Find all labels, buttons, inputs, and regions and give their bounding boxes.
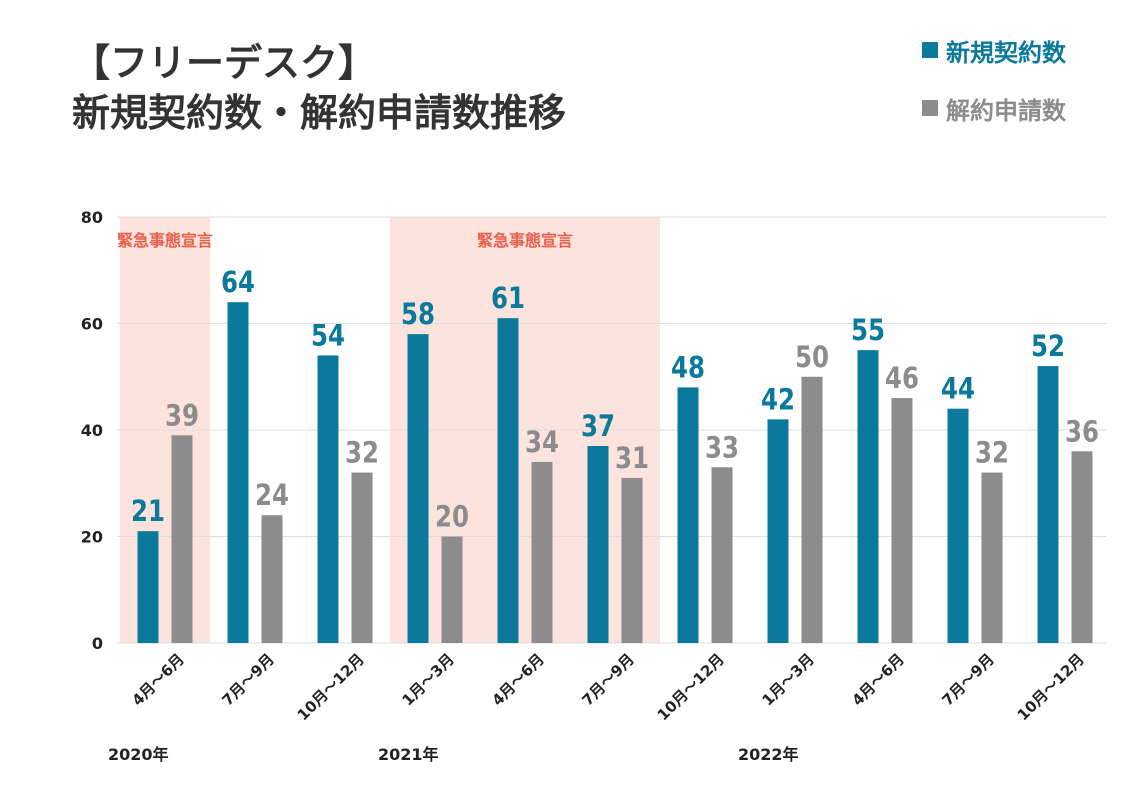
x-tick-label-7: 1月～3月 xyxy=(759,650,818,709)
bar-new-9 xyxy=(947,408,969,643)
bar-cancel-1 xyxy=(261,515,283,643)
legend-swatch-new xyxy=(922,42,938,58)
bar-cancel-0 xyxy=(171,435,193,643)
x-tick-label-4: 4月～6月 xyxy=(489,650,548,709)
data-label-new-0: 21 xyxy=(131,494,165,528)
bar-new-6 xyxy=(677,387,699,643)
data-label-cancel-0: 39 xyxy=(165,398,199,432)
emergency-label-1: 緊急事態宣言 xyxy=(477,231,573,250)
chart-title: 【フリーデスク】 新規契約数・解約申請数推移 xyxy=(72,38,566,138)
x-tick-label-10: 10月～12月 xyxy=(1014,650,1088,724)
bar-cancel-3 xyxy=(441,536,463,643)
y-tick-label-40: 40 xyxy=(81,421,103,440)
bar-new-5 xyxy=(587,445,609,643)
year-label-2020年: 2020年 xyxy=(108,745,169,764)
data-label-cancel-10: 36 xyxy=(1065,414,1099,448)
data-label-cancel-7: 50 xyxy=(795,340,829,374)
x-tick-label-0: 4月～6月 xyxy=(129,650,188,709)
data-label-new-1: 64 xyxy=(221,265,255,299)
data-label-new-10: 52 xyxy=(1031,329,1065,363)
x-tick-label-8: 4月～6月 xyxy=(849,650,908,709)
bar-cancel-5 xyxy=(621,477,643,643)
bar-new-3 xyxy=(407,334,429,643)
bar-new-10 xyxy=(1037,366,1059,643)
data-label-new-6: 48 xyxy=(671,350,705,384)
bar-cancel-4 xyxy=(531,461,553,643)
bar-new-4 xyxy=(497,318,519,643)
x-tick-label-1: 7月～9月 xyxy=(219,650,278,709)
data-label-cancel-3: 20 xyxy=(435,500,469,534)
data-label-new-8: 55 xyxy=(851,313,885,347)
data-label-cancel-1: 24 xyxy=(255,478,289,512)
legend-item-cancel: 解約申請数 xyxy=(922,88,1066,128)
year-label-2021年: 2021年 xyxy=(378,745,439,764)
bar-new-7 xyxy=(767,419,789,643)
year-label-2022年: 2022年 xyxy=(738,745,799,764)
data-label-new-4: 61 xyxy=(491,281,525,315)
data-label-cancel-8: 46 xyxy=(885,361,919,395)
data-label-cancel-9: 32 xyxy=(975,436,1009,470)
emergency-label-0: 緊急事態宣言 xyxy=(117,231,213,250)
chart-title-line-2: 新規契約数・解約申請数推移 xyxy=(72,91,567,135)
y-tick-label-0: 0 xyxy=(92,634,103,653)
chart-title-line-1: 【フリーデスク】 xyxy=(72,41,377,85)
y-tick-label-20: 20 xyxy=(81,528,103,547)
chart-legend: 新規契約数 解約申請数 xyxy=(922,30,1066,146)
data-label-new-7: 42 xyxy=(761,382,795,416)
x-tick-label-3: 1月～3月 xyxy=(399,650,458,709)
data-label-cancel-5: 31 xyxy=(615,441,649,475)
bar-cancel-6 xyxy=(711,467,733,643)
x-tick-label-6: 10月～12月 xyxy=(654,650,728,724)
bar-cancel-9 xyxy=(981,472,1003,643)
x-tick-label-9: 7月～9月 xyxy=(939,650,998,709)
bar-cancel-7 xyxy=(801,376,823,643)
y-tick-label-60: 60 xyxy=(81,315,103,334)
data-label-new-2: 54 xyxy=(311,318,345,352)
data-label-cancel-4: 34 xyxy=(525,425,559,459)
legend-item-new: 新規契約数 xyxy=(922,30,1066,70)
data-label-new-5: 37 xyxy=(581,409,615,443)
bar-cancel-8 xyxy=(891,398,913,643)
y-tick-label-80: 80 xyxy=(81,208,103,227)
legend-label-cancel: 解約申請数 xyxy=(946,96,1066,125)
data-label-new-9: 44 xyxy=(941,372,975,406)
bar-cancel-10 xyxy=(1071,451,1093,643)
x-tick-label-2: 10月～12月 xyxy=(294,650,368,724)
legend-label-new: 新規契約数 xyxy=(946,38,1066,67)
bar-new-2 xyxy=(317,355,339,643)
bar-new-8 xyxy=(857,350,879,643)
x-tick-label-5: 7月～9月 xyxy=(579,650,638,709)
data-label-new-3: 58 xyxy=(401,297,435,331)
bar-cancel-2 xyxy=(351,472,373,643)
data-label-cancel-2: 32 xyxy=(345,436,379,470)
legend-swatch-cancel xyxy=(922,100,938,116)
bar-new-1 xyxy=(227,302,249,643)
bar-new-0 xyxy=(137,531,159,643)
data-label-cancel-6: 33 xyxy=(705,430,739,464)
